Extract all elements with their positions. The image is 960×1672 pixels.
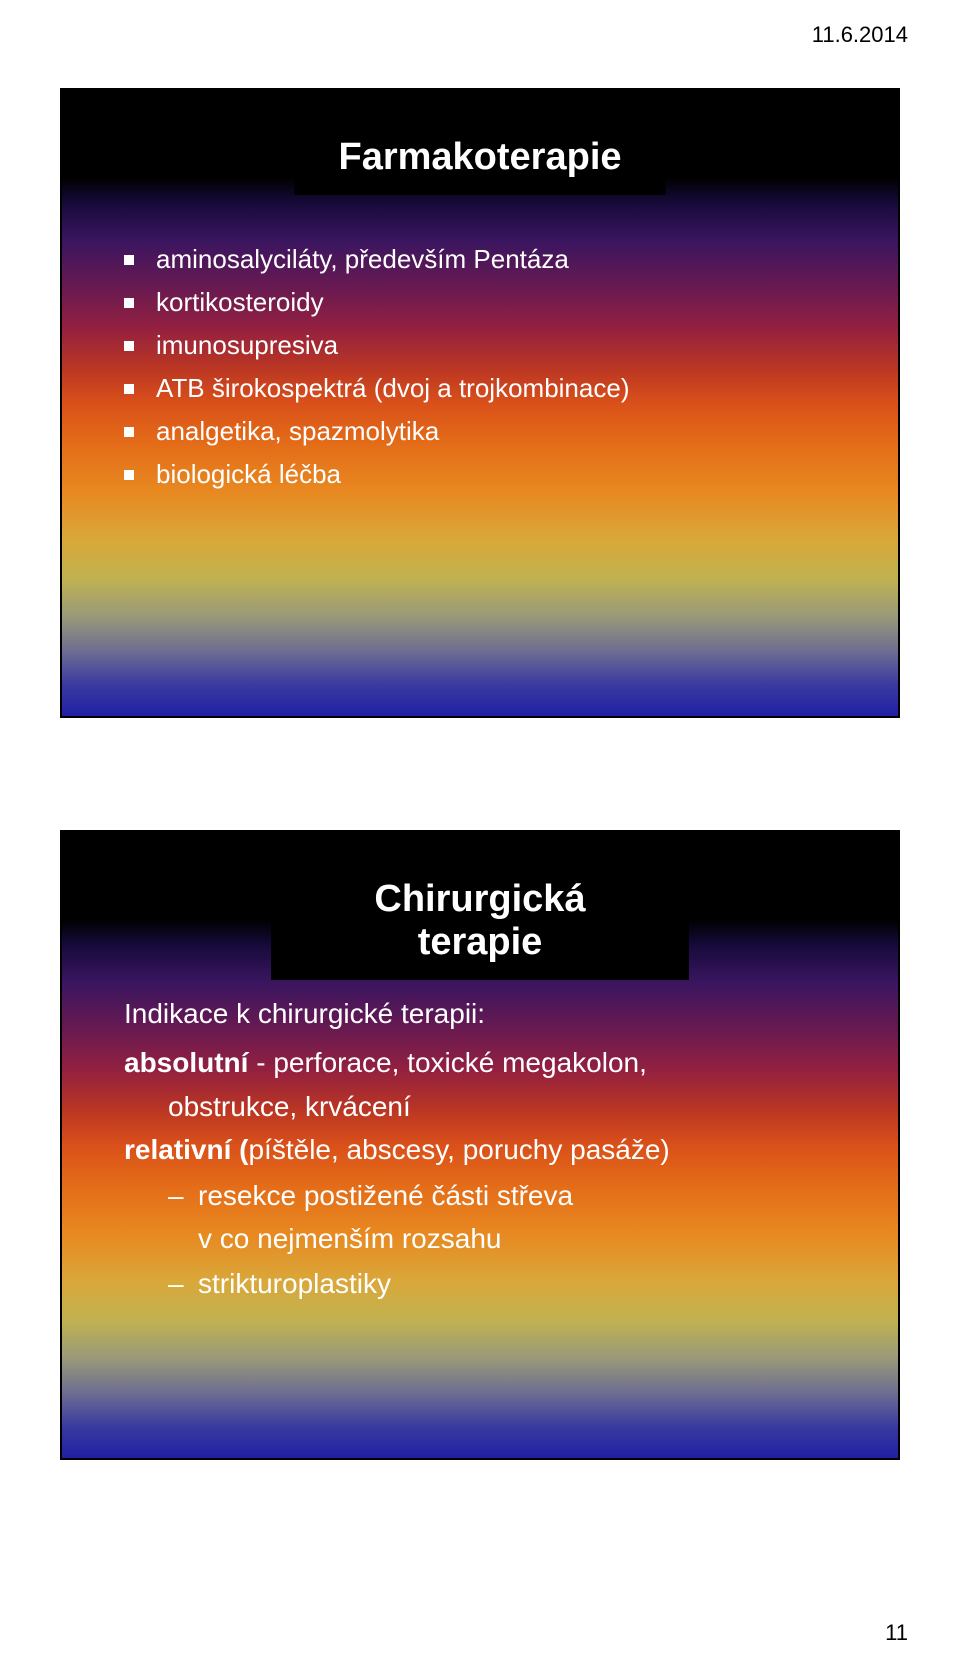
bullet-icon [124, 470, 134, 480]
slide-2-body: Indikace k chirurgické terapii: absolutn… [124, 992, 836, 1306]
dash-icon: – [168, 1262, 184, 1305]
header-date: 11.6.2014 [812, 22, 908, 48]
bold-term: relativní ( [124, 1134, 248, 1165]
slide-1: Farmakoterapie aminosalyciláty, předevší… [60, 88, 900, 718]
bullet-icon [124, 427, 134, 437]
slide-1-body: aminosalyciláty, především Pentáza korti… [124, 240, 836, 498]
sub-list-item: – strikturoplastiky [124, 1262, 836, 1305]
slide-1-title: Farmakoterapie [294, 124, 665, 195]
bullet-icon [124, 341, 134, 351]
list-item: kortikosteroidy [124, 283, 836, 322]
dash-text: resekce postižené části střevav co nejme… [198, 1174, 836, 1261]
body-line: absolutní - perforace, toxické megakolon… [124, 1041, 836, 1084]
bullet-icon [124, 298, 134, 308]
bold-term: absolutní [124, 1047, 248, 1078]
body-line-indent: obstrukce, krvácení [124, 1085, 836, 1128]
bullet-text: imunosupresiva [156, 326, 836, 365]
list-item: analgetika, spazmolytika [124, 412, 836, 451]
body-line: relativní (píštěle, abscesy, poruchy pas… [124, 1128, 836, 1171]
list-item: biologická léčba [124, 455, 836, 494]
line-rest: píštěle, abscesy, poruchy pasáže) [248, 1134, 669, 1165]
bullet-text: ATB širokospektrá (dvoj a trojkombinace) [156, 369, 836, 408]
list-item: ATB širokospektrá (dvoj a trojkombinace) [124, 369, 836, 408]
bullet-text: analgetika, spazmolytika [156, 412, 836, 451]
intro-line: Indikace k chirurgické terapii: [124, 992, 836, 1035]
dash-text: strikturoplastiky [198, 1262, 836, 1305]
slide-2: Chirurgická terapie Indikace k chirurgic… [60, 830, 900, 1460]
sub-list-item: – resekce postižené části střevav co nej… [124, 1174, 836, 1261]
bullet-icon [124, 255, 134, 265]
bullet-text: aminosalyciláty, především Pentáza [156, 240, 836, 279]
bullet-text: biologická léčba [156, 455, 836, 494]
list-item: aminosalyciláty, především Pentáza [124, 240, 836, 279]
page-number: 11 [885, 1620, 908, 1646]
line-rest: - perforace, toxické megakolon, [248, 1047, 646, 1078]
list-item: imunosupresiva [124, 326, 836, 365]
bullet-text: kortikosteroidy [156, 283, 836, 322]
bullet-icon [124, 384, 134, 394]
dash-icon: – [168, 1174, 184, 1217]
slide-2-title: Chirurgická terapie [271, 866, 689, 980]
